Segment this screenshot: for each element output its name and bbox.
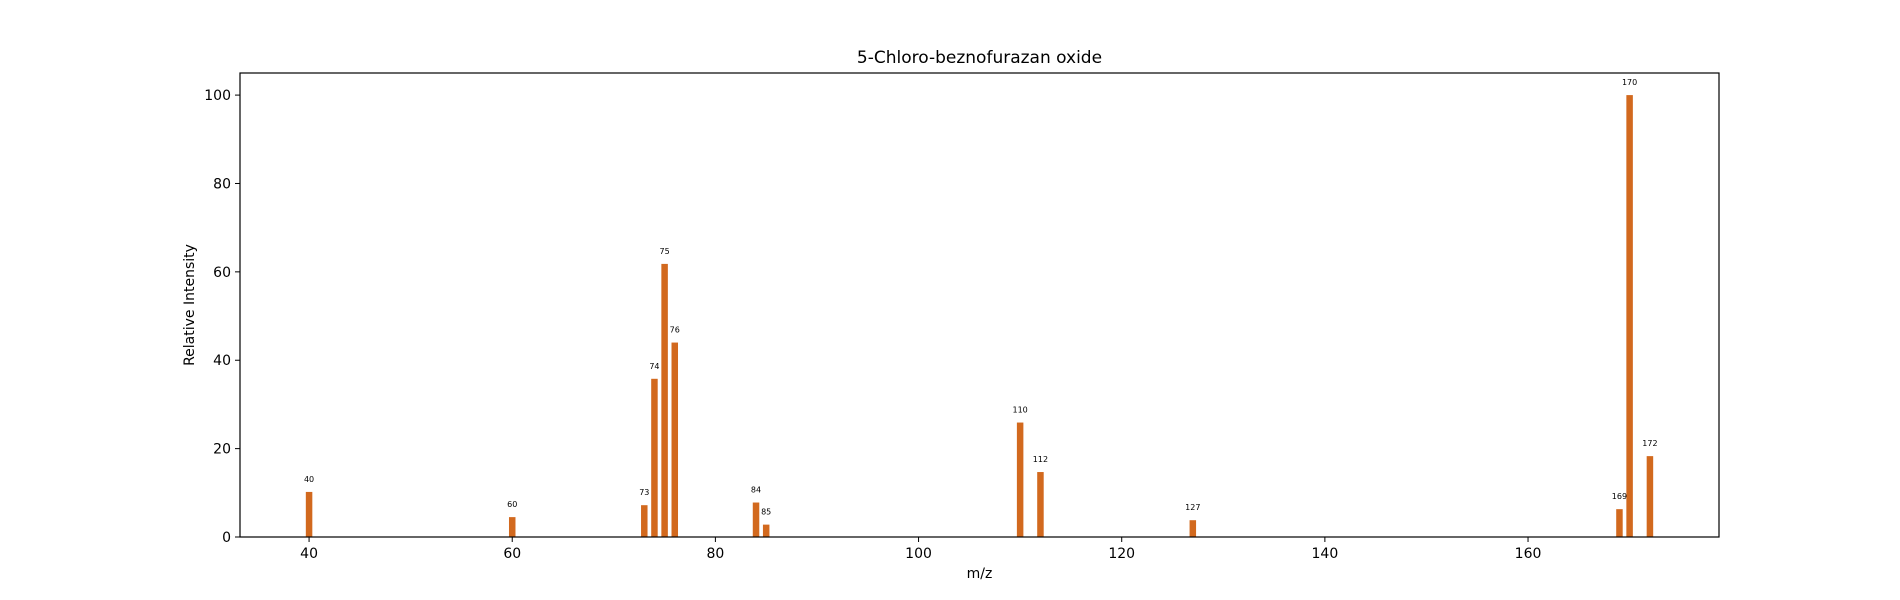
peak-label-127: 127 — [1185, 503, 1200, 512]
y-tick-label: 20 — [213, 442, 231, 458]
x-tick-label: 120 — [1108, 546, 1135, 562]
peak-label-76: 76 — [670, 326, 680, 335]
peak-bar-85 — [762, 524, 770, 537]
y-tick-label: 0 — [222, 530, 231, 546]
peak-bar-172 — [1646, 456, 1654, 537]
peak-label-40: 40 — [304, 475, 314, 484]
peak-label-110: 110 — [1012, 406, 1027, 415]
peak-bar-84 — [752, 502, 760, 537]
peak-bar-112 — [1037, 472, 1044, 537]
peak-label-74: 74 — [649, 362, 659, 371]
peak-label-169: 169 — [1612, 492, 1627, 501]
peak-labels-group: 40 60 73 74 75 76 84 85 110 112 127 169 170 172 — [304, 78, 1658, 517]
peak-label-112: 112 — [1033, 455, 1048, 464]
peak-bar-40 — [305, 491, 313, 537]
y-tick-label: 60 — [213, 265, 231, 281]
x-tick-label: 40 — [300, 546, 318, 562]
peak-label-84: 84 — [751, 486, 761, 495]
peak-bar-60 — [508, 517, 516, 537]
plot-frame — [239, 72, 1720, 538]
y-axis-label: Relative Intensity — [182, 244, 198, 366]
peak-bar-127 — [1189, 520, 1197, 537]
peak-label-172: 172 — [1642, 439, 1657, 448]
x-tick-label: 140 — [1312, 546, 1339, 562]
y-tick-label: 80 — [213, 176, 231, 192]
peak-bar-74 — [651, 378, 658, 537]
x-tick-label: 160 — [1515, 546, 1542, 562]
bars-group — [305, 95, 1654, 537]
peak-label-170: 170 — [1622, 78, 1637, 87]
x-axis-label: m/z — [967, 566, 993, 582]
x-tick-label: 100 — [905, 546, 932, 562]
y-ticks-group: 0 20 40 60 80 100 — [204, 88, 240, 546]
peak-bar-76 — [671, 342, 679, 537]
chart-title: 5-Chloro-beznofurazan oxide — [857, 48, 1102, 68]
peak-bar-75 — [661, 263, 668, 537]
y-tick-label: 100 — [204, 88, 231, 104]
x-tick-label: 80 — [706, 546, 724, 562]
peak-bar-170 — [1626, 95, 1633, 537]
peak-label-75: 75 — [660, 247, 670, 256]
peak-bar-73 — [641, 505, 648, 537]
peak-bar-110 — [1016, 422, 1024, 537]
peak-label-85: 85 — [761, 508, 771, 517]
y-tick-label: 40 — [213, 353, 231, 369]
peak-bar-169 — [1616, 509, 1623, 537]
peak-label-60: 60 — [507, 500, 517, 509]
x-ticks-group: 40 60 80 100 120 140 160 — [300, 537, 1541, 562]
peak-label-73: 73 — [639, 488, 649, 497]
x-tick-label: 60 — [503, 546, 521, 562]
